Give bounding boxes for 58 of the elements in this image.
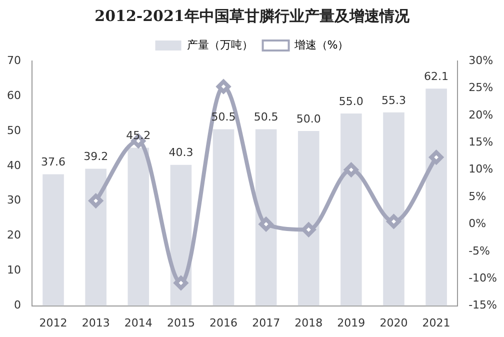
y-tick-label: 20	[6, 228, 21, 242]
bar	[128, 148, 150, 306]
data-label: 50.0	[296, 112, 321, 126]
data-label: 50.5	[254, 110, 278, 124]
x-tick-label: 2016	[210, 316, 238, 330]
bar	[383, 112, 404, 306]
bar	[212, 129, 234, 306]
y2-tick-label: 0%	[468, 217, 486, 230]
x-tick-label: 2019	[337, 316, 366, 330]
bar	[255, 129, 277, 306]
y-tick-label: 30	[6, 194, 21, 207]
y-tick-label: 60	[6, 88, 21, 102]
data-label: 45.2	[126, 129, 151, 142]
point	[386, 214, 401, 228]
point	[429, 150, 444, 164]
data-label: 39.2	[84, 150, 108, 164]
bar	[85, 168, 106, 306]
data-label: 37.6	[41, 156, 66, 169]
y-tick-label: 10	[6, 264, 21, 277]
y2-tick-label: 10%	[468, 162, 494, 176]
data-label: 55.3	[381, 94, 406, 107]
y2-tick-label: -15%	[468, 298, 498, 312]
y2-tick-label: 30%	[468, 54, 494, 67]
bar	[42, 174, 64, 306]
y2-tick-label: 15%	[468, 135, 494, 148]
point	[174, 276, 188, 290]
data-label: 55.0	[338, 94, 364, 108]
point	[259, 217, 274, 232]
chart-title: 2012-2021年中国草甘膦行业产量及增速情况	[94, 6, 410, 25]
x-tick-label: 2015	[166, 316, 195, 330]
y-tick-label: 70	[6, 54, 21, 67]
legend-label: 增速（%）	[293, 38, 349, 52]
y2-tick-label: 5%	[468, 190, 486, 203]
data-label: 40.3	[168, 146, 194, 160]
y-tick-label: 0	[14, 298, 21, 312]
bar	[426, 88, 447, 306]
x-tick-label: 2017	[252, 316, 280, 330]
point	[302, 222, 316, 237]
x-tick-label: 2021	[422, 316, 450, 330]
legend-label: 产量（万吨）	[186, 38, 253, 52]
point	[344, 162, 358, 177]
data-label: 50.5	[211, 110, 236, 124]
point	[216, 80, 231, 94]
x-tick-label: 2020	[380, 316, 408, 330]
y-tick-label: 50	[6, 124, 21, 137]
x-tick-label: 2014	[124, 316, 152, 330]
bar	[340, 113, 362, 306]
x-tick-label: 2013	[82, 316, 110, 330]
y2-tick-label: -5%	[468, 244, 490, 258]
x-tick-label: 2018	[294, 316, 323, 330]
point	[88, 194, 103, 208]
y2-tick-label: 25%	[468, 81, 494, 94]
y-tick-label: 40	[6, 158, 21, 172]
x-tick-label: 2012	[39, 316, 68, 330]
y2-tick-label: 20%	[468, 108, 494, 122]
bar	[298, 130, 320, 306]
y2-tick-label: -10%	[468, 271, 498, 284]
data-label: 62.1	[424, 70, 449, 83]
